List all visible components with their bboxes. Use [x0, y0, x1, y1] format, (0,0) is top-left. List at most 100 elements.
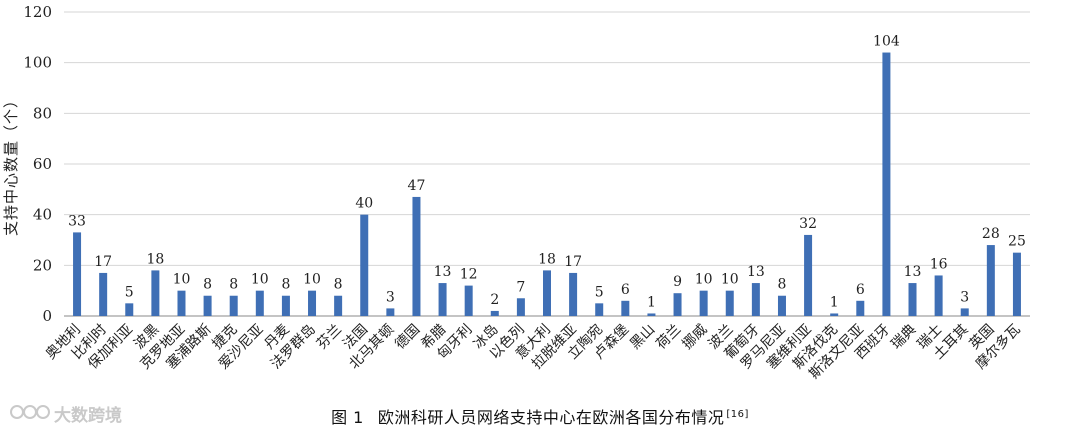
data-label: 18 — [538, 251, 556, 267]
x-axis-ticks: 奥地利比利时保加利亚波黑克罗地亚塞浦路斯捷克爱沙尼亚丹麦法罗群岛芬兰法国北马其顿… — [42, 321, 1024, 383]
bar — [360, 214, 369, 316]
bar — [986, 245, 995, 316]
data-label: 28 — [982, 226, 1000, 242]
bar — [490, 310, 499, 316]
y-tick-label: 0 — [42, 307, 52, 325]
bar — [621, 300, 630, 316]
data-label: 47 — [408, 178, 426, 194]
bar — [334, 295, 343, 316]
y-axis-label: 支持中心数量（个） — [2, 92, 20, 236]
bar — [229, 295, 238, 316]
x-tick-label: 黑山 — [627, 322, 658, 353]
data-label: 13 — [904, 264, 922, 280]
bar — [516, 298, 525, 316]
data-label: 16 — [930, 256, 948, 272]
bar — [543, 270, 551, 316]
caption-reference: [16] — [726, 408, 749, 420]
y-tick-label: 20 — [33, 256, 52, 274]
x-tick-label: 德国 — [392, 322, 423, 353]
bar — [882, 52, 891, 317]
bar — [464, 285, 473, 316]
caption-text: 欧洲科研人员网络支持中心在欧洲各国分布情况 — [377, 408, 725, 427]
bar — [673, 293, 682, 316]
data-label: 8 — [778, 277, 787, 293]
data-label: 7 — [516, 279, 525, 295]
data-label: 9 — [673, 274, 682, 290]
x-tick-label: 挪威 — [679, 322, 710, 353]
data-label: 13 — [747, 264, 765, 280]
y-axis-ticks: 0 20 40 60 80 100 120 — [23, 3, 52, 325]
bar — [699, 290, 708, 316]
bar — [647, 313, 656, 316]
data-label: 1 — [830, 294, 839, 310]
bar — [777, 295, 786, 316]
data-label: 18 — [146, 251, 164, 267]
data-label: 10 — [303, 272, 321, 288]
bar — [751, 283, 760, 316]
bar — [1012, 252, 1021, 316]
y-tick-label: 120 — [23, 3, 52, 21]
bar — [73, 232, 82, 316]
bars — [73, 52, 1021, 317]
bar — [177, 290, 186, 316]
bar — [308, 290, 317, 316]
bar — [386, 308, 395, 316]
bar — [412, 196, 421, 316]
y-tick-label: 80 — [33, 104, 52, 122]
bar — [908, 283, 917, 316]
data-label: 8 — [203, 277, 212, 293]
bar — [804, 234, 813, 316]
data-label: 32 — [799, 216, 817, 232]
bar — [856, 300, 865, 316]
bar — [255, 290, 264, 316]
data-label: 10 — [721, 272, 739, 288]
bar — [934, 275, 943, 316]
data-label: 17 — [564, 254, 582, 270]
bar — [725, 290, 734, 316]
data-label: 17 — [94, 254, 112, 270]
bar — [281, 295, 290, 316]
bar — [99, 272, 108, 316]
data-label: 2 — [490, 292, 499, 308]
watermark-text: 大数跨境 — [54, 406, 122, 426]
bar — [125, 303, 134, 316]
watermark: 大数跨境 — [10, 400, 150, 426]
gridlines — [64, 11, 1030, 317]
x-tick-label: 荷兰 — [653, 322, 684, 353]
bar-chart: 0 20 40 60 80 100 120 支持中心数量（个） 33 17 5 18 10 8 8 10 8… — [2, 3, 1030, 383]
data-label: 10 — [173, 272, 191, 288]
y-tick-label: 100 — [23, 54, 52, 72]
bar — [830, 313, 839, 316]
x-tick-label: 瑞典 — [888, 322, 919, 353]
data-label: 40 — [355, 196, 373, 212]
y-tick-label: 60 — [33, 155, 52, 173]
data-label: 8 — [229, 277, 238, 293]
bar — [960, 308, 969, 316]
bar — [151, 270, 160, 316]
bar — [569, 272, 578, 316]
data-label: 6 — [621, 282, 630, 298]
x-tick-label: 芬兰 — [314, 322, 345, 353]
data-label: 8 — [334, 277, 343, 293]
bar — [438, 283, 447, 316]
data-label: 10 — [695, 272, 713, 288]
data-label: 1 — [647, 294, 656, 310]
data-label: 10 — [251, 272, 269, 288]
data-label: 33 — [68, 213, 86, 229]
data-label: 8 — [281, 277, 290, 293]
data-label: 3 — [386, 289, 395, 305]
watermark-logo-icon — [10, 405, 50, 419]
bar — [203, 295, 212, 316]
y-tick-label: 40 — [33, 206, 52, 224]
data-label: 5 — [595, 284, 604, 300]
data-label: 25 — [1008, 234, 1026, 250]
data-label: 104 — [873, 34, 900, 50]
data-label: 5 — [125, 284, 134, 300]
figure-number: 图 1 — [331, 408, 364, 427]
data-label: 3 — [960, 289, 969, 305]
data-label: 6 — [856, 282, 865, 298]
data-label: 12 — [460, 267, 478, 283]
figure-caption: 图 1 欧洲科研人员网络支持中心在欧洲各国分布情况 [16] — [0, 404, 1080, 428]
